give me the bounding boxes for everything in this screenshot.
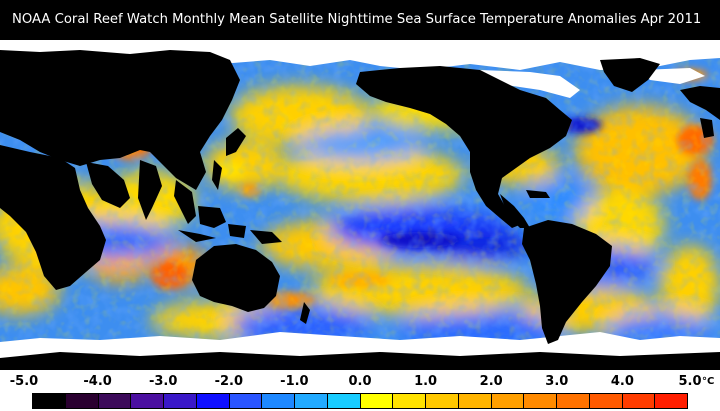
colorbar-swatch [524,394,557,408]
colorbar-swatch [557,394,590,408]
colorbar-swatch [65,394,99,408]
map-title: NOAA Coral Reef Watch Monthly Mean Satel… [12,12,702,27]
colorbar-swatch [622,394,656,408]
colorbar-swatch [360,394,394,408]
colorbar-swatch [164,394,197,408]
colorbar-tick-label: -2.0 [214,374,244,389]
colorbar-swatch [229,394,263,408]
colorbar-swatch [196,394,230,408]
title-bar: NOAA Coral Reef Watch Monthly Mean Satel… [0,0,720,40]
colorbar-tick-label: 3.0 [545,374,569,389]
colorbar-swatch [262,394,295,408]
colorbar-swatch [393,394,426,408]
colorbar-swatch [589,394,623,408]
colorbar-swatch [98,394,132,408]
colorbar-swatch [655,394,687,408]
colorbar-tick-label: -4.0 [83,374,112,389]
colorbar-tick-labels: -5.0 -4.0 -3.0 -2.0 -1.0 0.0 1.0 2.0 3.0 4.0 5.0 [0,372,720,392]
colorbar-swatch [327,394,361,408]
colorbar-tick-label: 4.0 [610,374,634,389]
land-masses [0,50,720,370]
colorbar-swatch [426,394,459,408]
colorbar-tick-label: 5.0 [678,374,702,389]
colorbar-swatch [295,394,328,408]
colorbar-tick-label: 1.0 [414,374,438,389]
colorbar-tick-label: -3.0 [148,374,178,389]
colorbar-tick-label: -1.0 [280,374,309,389]
colorbar-swatch [491,394,525,408]
colorbar-swatch [131,394,164,408]
colorbar-tick-label: 0.0 [348,374,372,389]
colorbar-swatch [458,394,492,408]
colorbar-swatch [33,394,66,408]
anomaly-colorbar [32,393,688,409]
sst-anomaly-map [0,40,720,370]
colorbar-tick-label: -5.0 [9,374,39,389]
colorbar-tick-label: 2.0 [479,374,503,389]
colorbar-unit: °C [702,376,715,387]
